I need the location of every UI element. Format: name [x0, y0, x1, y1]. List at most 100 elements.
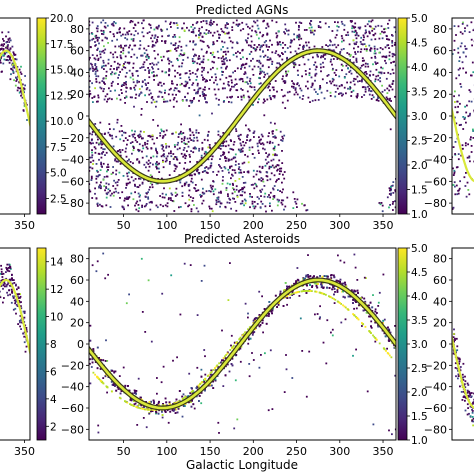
- data-point: [134, 44, 137, 47]
- data-point: [266, 98, 269, 101]
- data-point: [274, 52, 277, 54]
- data-point: [187, 205, 189, 208]
- data-point: [291, 80, 293, 82]
- data-point: [220, 145, 223, 147]
- data-point: [298, 84, 300, 87]
- data-point: [195, 147, 197, 150]
- data-point: [162, 205, 164, 208]
- data-point: [222, 153, 224, 156]
- data-point: [122, 131, 125, 134]
- data-point: [147, 45, 150, 47]
- data-point: [146, 32, 149, 35]
- data-point: [196, 92, 199, 95]
- data-point: [457, 192, 460, 195]
- data-point: [146, 101, 148, 103]
- data-point: [298, 21, 301, 24]
- data-point: [371, 29, 374, 32]
- data-point: [368, 93, 371, 96]
- data-point: [107, 191, 110, 194]
- data-point: [388, 58, 391, 61]
- data-point: [367, 85, 369, 88]
- data-point: [107, 169, 109, 171]
- data-point: [104, 95, 107, 98]
- data-point: [240, 171, 243, 174]
- data-point: [329, 91, 332, 94]
- data-point: [462, 67, 465, 70]
- data-point: [105, 151, 108, 154]
- data-point: [256, 170, 259, 173]
- data-point: [225, 157, 228, 160]
- data-point: [175, 131, 177, 134]
- data-point: [313, 88, 316, 91]
- data-point: [200, 156, 203, 159]
- data-point: [161, 96, 164, 98]
- data-point: [189, 40, 191, 43]
- data-point: [98, 36, 100, 39]
- data-point: [129, 21, 132, 24]
- data-point: [140, 91, 143, 94]
- data-point: [172, 22, 175, 24]
- data-point: [158, 24, 160, 27]
- data-point: [321, 78, 324, 81]
- data-point: [375, 63, 377, 65]
- data-point: [91, 197, 94, 199]
- data-point: [124, 33, 127, 36]
- data-point: [229, 167, 231, 169]
- data-point: [15, 300, 18, 303]
- data-point: [259, 82, 262, 85]
- data-point: [3, 281, 5, 284]
- data-point: [165, 143, 167, 145]
- data-point: [279, 170, 281, 173]
- data-point: [23, 104, 26, 106]
- data-point: [378, 51, 381, 54]
- data-point: [189, 155, 191, 158]
- data-point: [307, 96, 310, 99]
- data-point: [271, 60, 274, 63]
- data-point: [347, 87, 349, 90]
- data-point: [392, 72, 395, 75]
- data-point: [293, 93, 296, 96]
- data-point: [168, 69, 171, 72]
- data-point: [23, 312, 26, 314]
- data-point: [301, 98, 304, 100]
- data-point: [153, 101, 156, 103]
- data-point: [271, 86, 274, 89]
- data-point: [365, 31, 367, 34]
- data-point: [457, 158, 460, 161]
- data-point: [265, 175, 268, 177]
- data-point: [168, 152, 170, 155]
- data-point: [89, 190, 92, 193]
- data-point: [25, 329, 28, 331]
- data-point: [143, 178, 145, 181]
- data-point: [318, 88, 321, 91]
- data-point: [265, 45, 268, 48]
- data-point: [157, 84, 160, 86]
- data-point: [241, 188, 243, 190]
- data-point: [252, 132, 255, 134]
- data-point: [387, 44, 390, 46]
- data-point: [89, 80, 91, 82]
- data-point: [234, 180, 237, 182]
- data-point: [114, 51, 117, 54]
- data-point: [192, 28, 195, 31]
- colorbar-tick-label: 2.0: [411, 160, 428, 172]
- data-point: [234, 70, 236, 72]
- data-point: [171, 132, 174, 135]
- data-point: [164, 100, 167, 103]
- data-point: [236, 196, 239, 198]
- data-point: [263, 98, 265, 101]
- data-point: [174, 48, 176, 50]
- data-point: [207, 146, 210, 149]
- data-point: [183, 52, 186, 55]
- data-point: [156, 163, 159, 166]
- data-point: [160, 91, 163, 94]
- data-point: [132, 179, 135, 182]
- data-point: [365, 73, 368, 75]
- data-point: [132, 62, 135, 65]
- data-point: [359, 26, 362, 29]
- data-point: [179, 132, 181, 135]
- data-point: [352, 25, 355, 28]
- data-point: [118, 171, 121, 174]
- data-point: [342, 48, 345, 50]
- data-point: [250, 50, 253, 53]
